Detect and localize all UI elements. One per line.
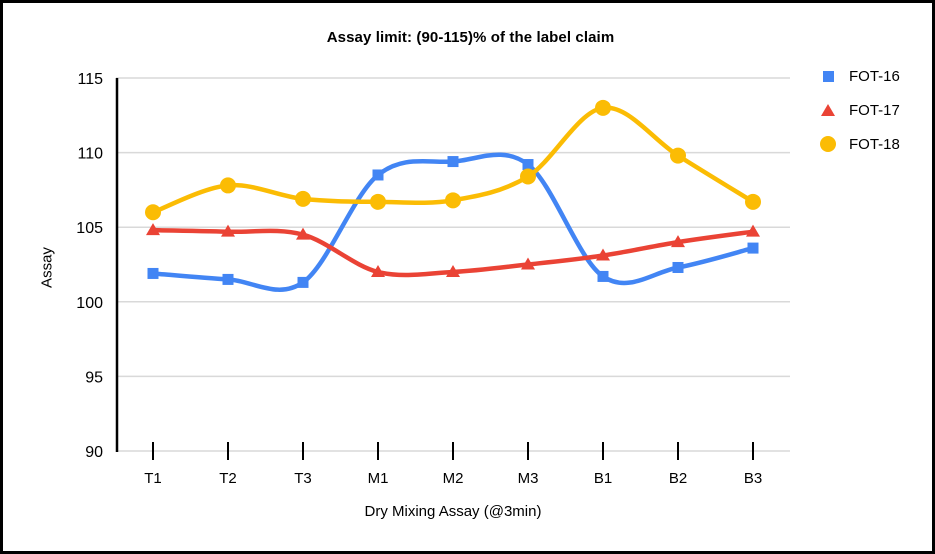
svg-text:115: 115 <box>77 71 103 88</box>
legend-label: FOT-17 <box>849 101 900 119</box>
svg-text:105: 105 <box>76 220 103 237</box>
legend-label: FOT-16 <box>849 67 900 85</box>
svg-text:100: 100 <box>76 295 103 312</box>
legend-circle-marker-icon <box>815 136 841 152</box>
svg-text:90: 90 <box>85 444 103 461</box>
svg-text:T3: T3 <box>294 470 312 487</box>
legend: FOT-16 FOT-17 FOT-18 <box>815 65 900 155</box>
legend-triangle-marker-icon <box>815 104 841 116</box>
legend-square-marker-icon <box>815 70 841 82</box>
x-axis-title: Dry Mixing Assay (@3min) <box>364 503 542 520</box>
legend-item-fot-18: FOT-18 <box>815 133 900 155</box>
y-axis-title: Assay <box>38 247 56 288</box>
svg-text:B2: B2 <box>669 470 687 487</box>
svg-text:B1: B1 <box>594 470 612 487</box>
legend-item-fot-16: FOT-16 <box>815 65 900 87</box>
svg-text:M1: M1 <box>368 470 389 487</box>
chart-title: Assay limit: (90-115)% of the label clai… <box>326 29 615 46</box>
svg-text:95: 95 <box>85 369 103 386</box>
svg-text:M3: M3 <box>518 470 539 487</box>
svg-text:M2: M2 <box>443 470 464 487</box>
line-chart-canvas: 90 95 100 105 110 115 T1 T2 T3 M1 M2 M3 B1 B2 B3 <box>76 71 790 487</box>
svg-text:T2: T2 <box>219 470 237 487</box>
legend-item-fot-17: FOT-17 <box>815 99 900 121</box>
svg-text:110: 110 <box>77 146 103 163</box>
svg-text:T1: T1 <box>144 470 162 487</box>
legend-label: FOT-18 <box>849 135 900 153</box>
svg-text:B3: B3 <box>744 470 762 487</box>
